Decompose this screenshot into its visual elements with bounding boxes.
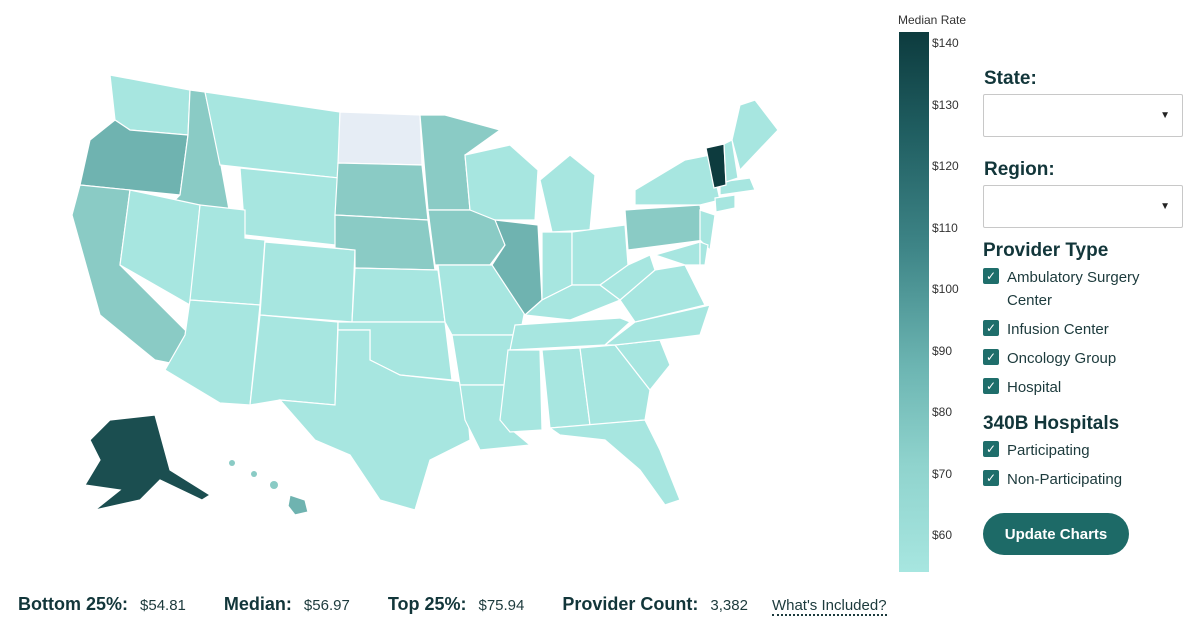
provider-type-hospital[interactable]: ✓ Hospital: [983, 376, 1183, 399]
legend-tick-label: $100: [932, 282, 959, 296]
bottom-25-value: $54.81: [140, 597, 186, 614]
state-wyoming[interactable]: [239, 167, 341, 246]
state-wisconsin[interactable]: [464, 144, 539, 221]
median-label: Median:: [223, 594, 292, 614]
filter-panel: State: ▼ Region: ▼ Provider Type ✓ Ambul…: [983, 68, 1183, 555]
state-colorado[interactable]: [259, 241, 356, 323]
state-new-mexico[interactable]: [249, 314, 339, 406]
state-select[interactable]: ▼: [983, 94, 1183, 137]
checkbox-checked-icon[interactable]: ✓: [983, 470, 999, 486]
state-new-hampshire[interactable]: [723, 139, 739, 183]
state-massachusetts[interactable]: [719, 177, 756, 196]
legend-tick-label: $80: [932, 405, 953, 419]
state-new-york[interactable]: [634, 154, 721, 206]
legend-tick-label: $130: [932, 97, 959, 112]
checkbox-checked-icon[interactable]: ✓: [983, 441, 999, 457]
median-value: $56.97: [303, 597, 350, 614]
checkbox-checked-icon[interactable]: ✓: [983, 378, 999, 394]
checkbox-checked-icon[interactable]: ✓: [983, 320, 999, 336]
state-florida[interactable]: [548, 419, 681, 506]
provider-count-label: Provider Count:: [562, 594, 699, 614]
hospital-participating[interactable]: ✓ Participating: [983, 439, 1183, 462]
checkbox-label: Infusion Center: [1007, 321, 1109, 338]
color-legend: Median Rate $140 $130 $120 $110 $100 $90 $80 $7…: [894, 10, 974, 575]
state-alaska[interactable]: [84, 414, 212, 511]
checkbox-label: Participating: [1007, 442, 1090, 459]
state-delaware[interactable]: [699, 241, 709, 266]
legend-tick-label: $60: [932, 528, 953, 542]
bottom-25-label: Bottom 25%:: [18, 594, 129, 614]
us-choropleth-map: [60, 60, 800, 530]
state-michigan[interactable]: [539, 154, 596, 233]
hawaii-island-kauai: [229, 460, 235, 466]
checkbox-label: Non-Participating: [1007, 471, 1123, 488]
region-label: Region:: [984, 159, 1055, 180]
state-hawaii[interactable]: [287, 494, 309, 516]
hawaii-island-maui: [270, 481, 278, 489]
legend-tick-label: $140: [932, 36, 959, 50]
checkbox-label: Ambulatory Surgery Center: [1007, 269, 1140, 309]
state-montana[interactable]: [204, 91, 341, 179]
top-25-label: Top 25%:: [387, 594, 467, 614]
summary-stats: Bottom 25%: $54.81 Median: $56.97 Top 25…: [18, 594, 1168, 620]
provider-type-oncology[interactable]: ✓ Oncology Group: [983, 347, 1183, 370]
top-25-value: $75.94: [478, 597, 525, 614]
state-texas[interactable]: [278, 329, 471, 511]
legend-tick-label: $70: [932, 466, 953, 481]
checkbox-checked-icon[interactable]: ✓: [983, 268, 999, 284]
legend-tick-label: $90: [932, 343, 953, 358]
provider-type-infusion[interactable]: ✓ Infusion Center: [983, 318, 1183, 341]
state-new-jersey[interactable]: [699, 209, 716, 252]
state-west-virginia[interactable]: [598, 254, 656, 301]
state-label: State:: [984, 68, 1037, 89]
update-charts-button[interactable]: Update Charts: [983, 513, 1129, 555]
state-tennessee[interactable]: [509, 317, 632, 351]
map-svg: [71, 74, 779, 516]
legend-title: Median Rate: [898, 13, 967, 27]
provider-count-value: 3,382: [710, 597, 748, 614]
region-select[interactable]: ▼: [983, 185, 1183, 228]
hospitals-340b-title: 340B Hospitals: [983, 413, 1120, 434]
state-kansas[interactable]: [351, 267, 446, 323]
state-south-dakota[interactable]: [334, 162, 429, 221]
checkbox-label: Oncology Group: [1007, 350, 1117, 367]
state-mississippi[interactable]: [499, 349, 543, 433]
checkbox-checked-icon[interactable]: ✓: [983, 349, 999, 365]
state-north-dakota: [337, 111, 423, 166]
state-maine[interactable]: [731, 99, 779, 172]
state-arizona[interactable]: [164, 299, 261, 406]
whats-included-link[interactable]: What's Included?: [771, 597, 887, 616]
provider-type-ambulatory[interactable]: ✓ Ambulatory Surgery Center: [983, 266, 1183, 312]
provider-type-title: Provider Type: [983, 240, 1109, 261]
state-connecticut[interactable]: [714, 194, 736, 213]
state-vermont[interactable]: [705, 143, 727, 189]
caret-down-icon: ▼: [1160, 110, 1170, 121]
state-pennsylvania[interactable]: [624, 204, 706, 251]
checkbox-label: Hospital: [1007, 379, 1062, 396]
caret-down-icon: ▼: [1160, 201, 1170, 212]
legend-tick-label: $110: [932, 220, 958, 235]
legend-tick-label: $120: [932, 159, 959, 173]
hawaii-island-oahu: [251, 471, 257, 477]
legend-gradient-bar: [899, 32, 929, 572]
hospital-non-participating[interactable]: ✓ Non-Participating: [983, 468, 1183, 491]
